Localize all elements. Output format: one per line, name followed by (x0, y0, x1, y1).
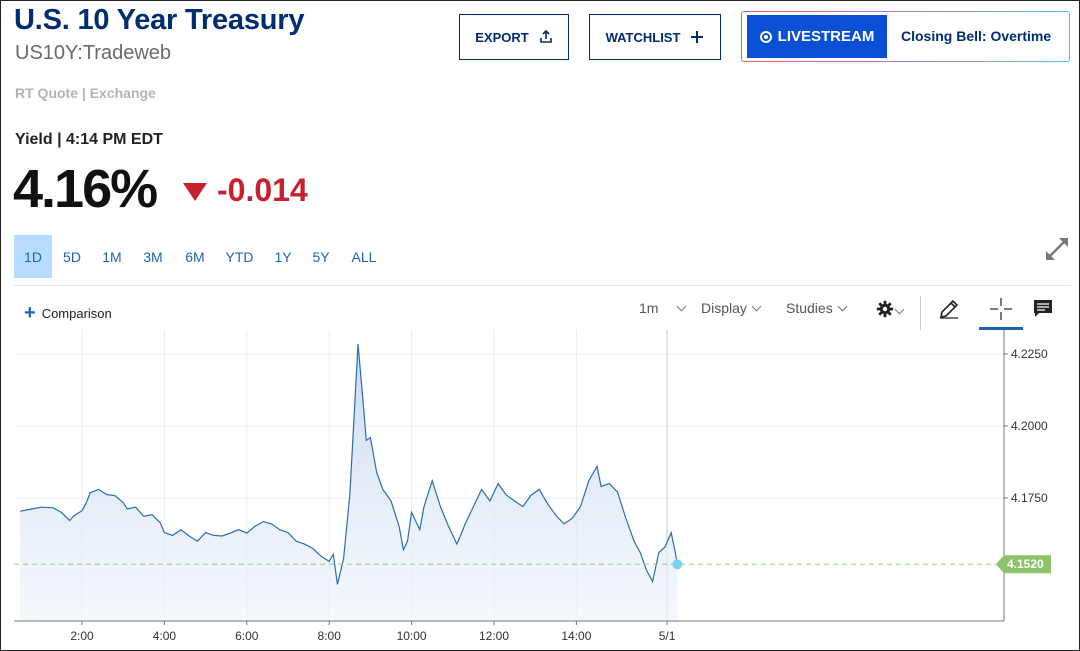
y-axis-labels: 4.2250 4.2000 4.1750 (1004, 347, 1048, 505)
studies-label: Studies (786, 300, 833, 316)
chevron-down-icon (837, 301, 848, 312)
tab-3m[interactable]: 3M (143, 248, 163, 265)
tab-5d[interactable]: 5D (63, 248, 81, 265)
x-tick-label: 6:00 (235, 629, 259, 643)
y-tick-label: 4.2000 (1011, 419, 1048, 433)
livestream-banner[interactable]: LIVESTREAM Closing Bell: Overtime (741, 11, 1070, 62)
tab-1d[interactable]: 1D (14, 235, 52, 278)
yield-timestamp: Yield | 4:14 PM EDT (15, 131, 163, 148)
livestream-show-title: Closing Bell: Overtime (901, 28, 1052, 44)
chevron-down-icon (751, 301, 762, 312)
page-title: U.S. 10 Year Treasury (14, 4, 305, 36)
x-tick-label: 12:00 (479, 629, 509, 643)
comparison-label: Comparison (41, 305, 112, 321)
livestream-label: LIVESTREAM (777, 28, 875, 45)
active-tool-indicator (979, 327, 1023, 330)
last-value-tag-shape (996, 555, 1051, 574)
x-tick-label: 14:00 (561, 629, 591, 643)
settings-dropdown[interactable] (876, 300, 905, 321)
time-range-tabs: 1D 5D 1M 3M 6M YTD 1Y 5Y ALL (14, 235, 389, 278)
crosshair-icon[interactable] (989, 297, 1013, 321)
x-tick-label: 8:00 (318, 629, 342, 643)
display-label: Display (701, 300, 747, 316)
price-change: -0.014 (183, 172, 308, 209)
chevron-down-icon (677, 301, 687, 312)
interval-value: 1m (639, 300, 659, 316)
livestream-button[interactable]: LIVESTREAM (747, 15, 887, 58)
change-value: -0.014 (217, 172, 308, 208)
tab-all[interactable]: ALL (351, 248, 377, 265)
pencil-icon[interactable] (937, 297, 961, 321)
comparison-button[interactable]: + Comparison (24, 302, 112, 324)
plus-icon: + (24, 302, 36, 324)
watchlist-label: WATCHLIST (605, 29, 681, 45)
tab-1m[interactable]: 1M (102, 248, 122, 265)
yield-chart[interactable]: 4.2250 4.2000 4.1750 2:00 4:00 6:00 8:00 10:00… (0, 330, 1080, 651)
x-tick-label: 4:00 (153, 629, 177, 643)
last-value-label: 4.1520 (1007, 557, 1044, 571)
watchlist-button[interactable]: WATCHLIST (589, 14, 721, 60)
display-dropdown[interactable]: Display (701, 300, 762, 316)
toolbar-divider (920, 296, 921, 330)
yield-line (20, 343, 678, 585)
tab-1y[interactable]: 1Y (274, 248, 292, 265)
tab-ytd[interactable]: YTD (225, 248, 254, 265)
x-axis-labels: 2:00 4:00 6:00 8:00 10:00 12:00 14:00 5/1 (70, 621, 676, 643)
symbol-label: US10Y:Tradeweb (15, 42, 172, 64)
upload-icon (539, 30, 553, 44)
x-tick-label: 10:00 (397, 629, 427, 643)
plus-icon (690, 30, 704, 44)
divider (14, 285, 1071, 286)
comment-icon[interactable] (1031, 297, 1055, 321)
export-button[interactable]: EXPORT (459, 14, 569, 60)
last-value-tag: 4.1520 (996, 555, 1051, 574)
y-tick-label: 4.1750 (1011, 491, 1048, 505)
price-value: 4.16% (13, 159, 158, 219)
interval-dropdown[interactable]: 1m (639, 300, 687, 316)
chevron-down-icon (894, 304, 905, 314)
x-tick-label: 5/1 (659, 629, 676, 643)
last-value-dot (672, 559, 683, 570)
expand-icon[interactable] (1043, 235, 1071, 263)
tab-6m[interactable]: 6M (185, 248, 205, 265)
live-dot-icon (759, 30, 772, 43)
studies-dropdown[interactable]: Studies (786, 300, 848, 316)
x-tick-label: 2:00 (70, 629, 94, 643)
gear-icon (876, 300, 894, 321)
yield-area (20, 343, 678, 621)
quote-source: RT Quote | Exchange (15, 85, 156, 101)
tab-5y[interactable]: 5Y (312, 248, 330, 265)
export-label: EXPORT (475, 29, 529, 45)
y-tick-label: 4.2250 (1011, 347, 1048, 361)
down-arrow-icon (183, 182, 207, 201)
